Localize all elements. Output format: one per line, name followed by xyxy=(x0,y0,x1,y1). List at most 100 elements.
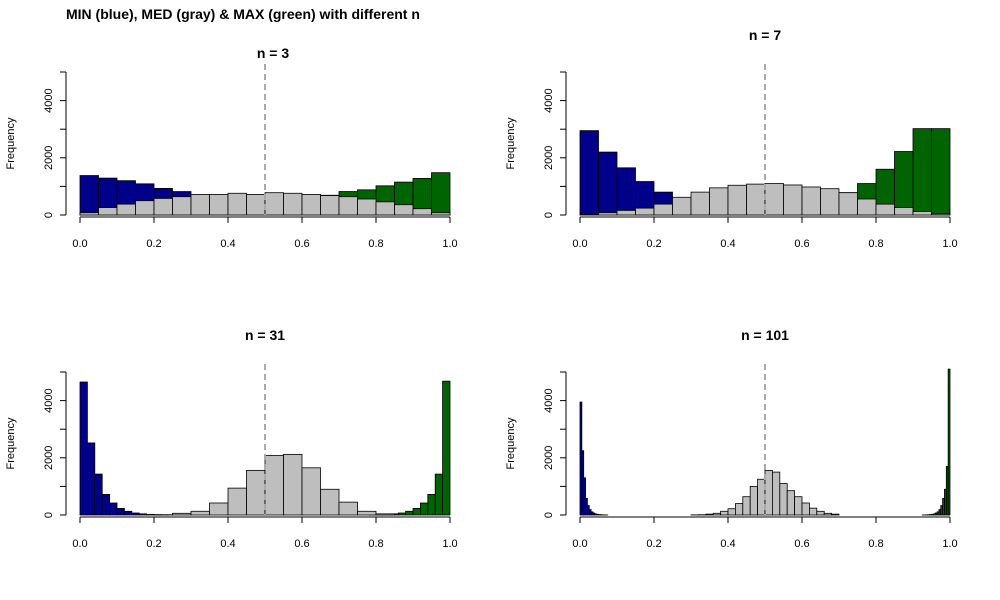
max-bar xyxy=(419,502,429,516)
min-bar xyxy=(87,442,96,516)
x-tick-label: 0.6 xyxy=(294,538,309,550)
y-tick-label: 0 xyxy=(543,512,555,518)
min-bar xyxy=(146,514,155,516)
panel-title: n = 7 xyxy=(749,27,782,43)
min-bar xyxy=(79,175,99,216)
med-bar xyxy=(320,488,340,516)
y-tick-label: 2000 xyxy=(543,146,555,170)
med-bar xyxy=(375,513,395,516)
med-bar xyxy=(757,478,766,516)
x-tick-label: 0.0 xyxy=(72,238,87,250)
y-tick-label: 4000 xyxy=(543,388,555,412)
med-bar xyxy=(579,214,599,216)
med-bar xyxy=(801,186,821,216)
panel-1: n = 3 0.0 0.2 0.4 0.6 0.8 1.0 0 2000 4000 Frequenc… xyxy=(5,45,458,250)
med-bar xyxy=(283,453,303,516)
min-bar xyxy=(79,381,88,516)
med-bar xyxy=(190,194,210,216)
med-bar xyxy=(338,196,358,216)
med-bar xyxy=(912,211,932,216)
max-bar xyxy=(947,368,951,516)
x-tick-label: 0.2 xyxy=(646,538,661,550)
x-tick-label: 0.2 xyxy=(146,538,161,550)
med-bar xyxy=(412,208,432,216)
med-bar xyxy=(894,207,914,216)
panel-title: n = 31 xyxy=(245,327,285,343)
med-bar xyxy=(931,213,951,216)
med-bar xyxy=(809,507,818,516)
x-tick-label: 0.6 xyxy=(794,238,809,250)
y-tick-label: 2000 xyxy=(543,446,555,470)
med-bar xyxy=(764,469,773,516)
min-bar xyxy=(109,502,118,516)
med-bar xyxy=(209,194,229,216)
med-bar xyxy=(783,184,803,216)
max-bar xyxy=(405,510,414,516)
panel-title: n = 101 xyxy=(741,327,789,343)
med-bar xyxy=(283,192,303,216)
x-tick-label: 0.4 xyxy=(720,238,735,250)
med-bar xyxy=(801,502,810,516)
min-bar xyxy=(583,477,586,516)
max-bar xyxy=(912,128,932,216)
med-bar xyxy=(79,212,99,216)
min-bar xyxy=(116,508,125,516)
med-bar xyxy=(394,204,414,216)
med-bar xyxy=(749,485,759,516)
med-bar xyxy=(227,192,247,216)
x-tick-label: 0.6 xyxy=(294,238,309,250)
med-bar xyxy=(823,512,833,516)
min-bar xyxy=(598,151,618,216)
y-axis-label: Frequency xyxy=(505,417,517,469)
med-bar xyxy=(779,483,788,516)
x-tick-label: 0.8 xyxy=(368,538,383,550)
y-axis-label: Frequency xyxy=(5,117,17,169)
panel-title: n = 3 xyxy=(257,45,290,61)
med-bar xyxy=(672,196,692,216)
med-bar xyxy=(875,203,895,216)
y-tick-label: 4000 xyxy=(43,388,55,412)
max-bar xyxy=(427,494,436,516)
med-bar xyxy=(816,510,825,516)
panel-2: n = 7 0.0 0.2 0.4 0.6 0.8 1.0 0 2000 4000 Frequenc… xyxy=(505,27,958,250)
med-bar xyxy=(116,203,136,216)
y-tick-label: 0 xyxy=(543,212,555,218)
med-bar xyxy=(301,467,321,516)
med-bar xyxy=(794,496,803,516)
med-bar xyxy=(227,487,247,516)
med-bar xyxy=(209,502,229,516)
min-bar xyxy=(124,510,133,516)
med-bar xyxy=(690,191,710,216)
x-tick-label: 1.0 xyxy=(442,538,457,550)
max-bar xyxy=(442,380,451,516)
y-axis-label: Frequency xyxy=(505,117,517,169)
med-bar xyxy=(712,512,722,516)
med-bar xyxy=(431,212,451,216)
med-bar xyxy=(264,455,284,516)
max-bar xyxy=(397,512,407,516)
x-tick-label: 0.0 xyxy=(572,238,587,250)
med-bar xyxy=(598,212,618,216)
med-bar xyxy=(772,471,781,516)
med-bar xyxy=(727,184,747,216)
med-bar xyxy=(190,510,210,516)
y-axis-label: Frequency xyxy=(5,417,17,469)
med-bar xyxy=(709,187,729,216)
med-bar xyxy=(635,207,655,216)
x-tick-label: 0.0 xyxy=(72,538,87,550)
med-bar xyxy=(301,194,321,216)
y-tick-label: 4000 xyxy=(543,88,555,112)
med-bar xyxy=(375,201,395,216)
med-bar xyxy=(357,510,377,516)
max-bar xyxy=(434,473,444,516)
y-tick-label: 2000 xyxy=(43,446,55,470)
panel-4: n = 101 0.0 0.2 0.4 0.6 0.8 1.0 0 2000 4000 Freque… xyxy=(505,327,958,550)
max-bar xyxy=(931,128,951,216)
med-bar xyxy=(727,508,736,516)
med-bar xyxy=(338,501,358,516)
med-bar xyxy=(320,195,340,216)
x-tick-label: 0.6 xyxy=(794,538,809,550)
med-bar xyxy=(764,183,784,216)
med-bar xyxy=(616,210,636,216)
